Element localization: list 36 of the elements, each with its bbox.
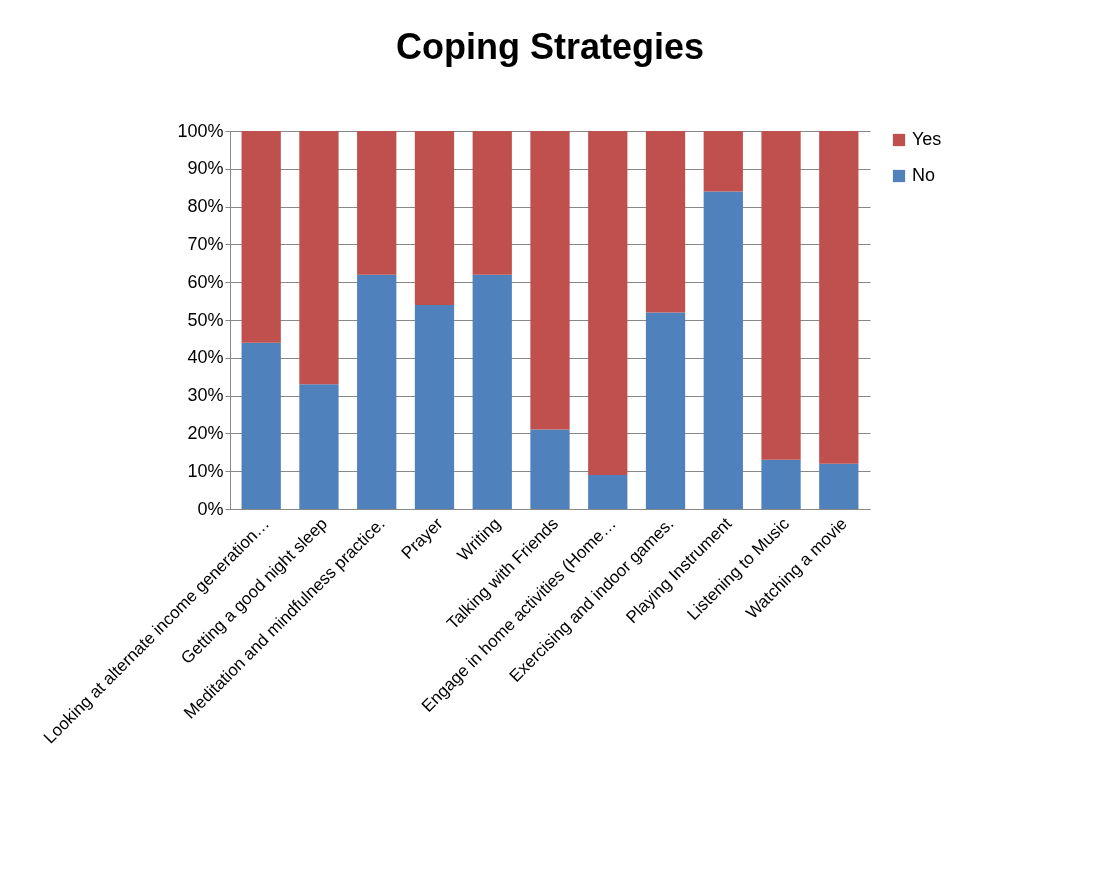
bar [299, 131, 339, 385]
y-tick-label: 10% [187, 460, 224, 481]
bar [530, 429, 570, 509]
bar [357, 131, 397, 275]
bar [588, 474, 628, 509]
bar [645, 312, 686, 509]
y-tick-label: 90% [187, 158, 224, 179]
bar [703, 191, 743, 509]
bar [241, 131, 281, 343]
chart-title: Coping Strategies [395, 26, 705, 67]
bar [357, 274, 397, 509]
y-tick-label: 50% [187, 309, 224, 330]
legend-label: Yes [912, 129, 942, 149]
bar [299, 384, 339, 509]
y-tick-label: 40% [187, 347, 224, 368]
y-tick-label: 30% [187, 385, 224, 406]
bar [472, 274, 512, 509]
bar [645, 131, 686, 313]
bar [414, 131, 455, 305]
bar [819, 463, 859, 509]
bar [761, 459, 801, 509]
bar [588, 131, 628, 475]
y-tick-label: 20% [187, 422, 224, 443]
y-tick-label: 0% [197, 498, 224, 519]
y-tick-label: 70% [187, 233, 224, 254]
bar [414, 304, 455, 509]
bar [703, 131, 743, 192]
y-tick-label: 80% [187, 196, 224, 217]
bar [530, 131, 570, 430]
bar [761, 131, 801, 460]
bar [241, 342, 281, 509]
bar [819, 131, 859, 464]
y-tick-label: 60% [187, 271, 224, 292]
y-tick-label: 100% [177, 120, 224, 141]
legend-label: No [912, 165, 936, 185]
bar [472, 131, 512, 275]
